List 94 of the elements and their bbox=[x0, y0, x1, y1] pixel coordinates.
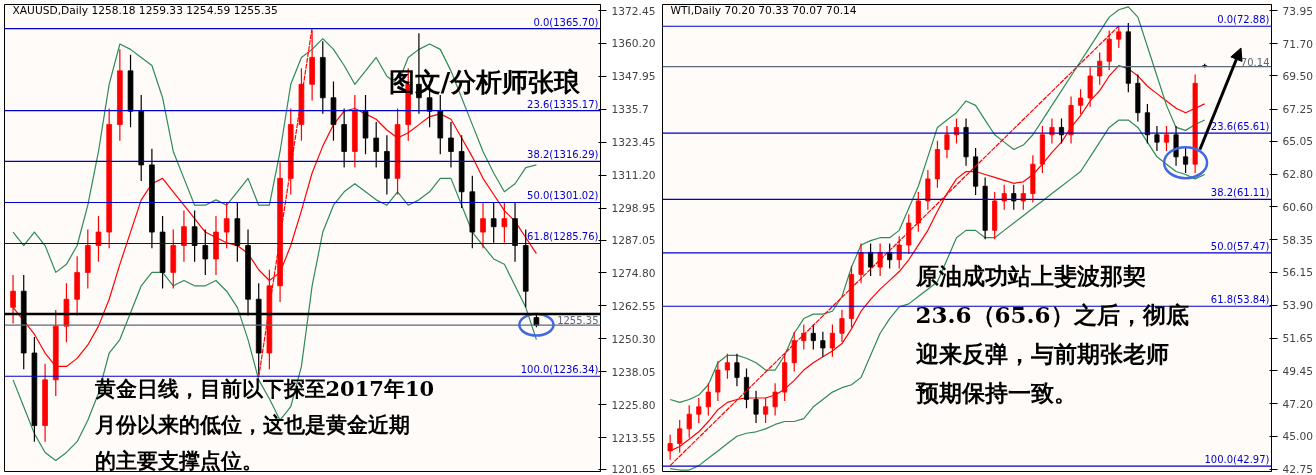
candlestick bbox=[829, 323, 835, 358]
candlestick bbox=[1106, 29, 1112, 71]
candlestick bbox=[896, 235, 902, 270]
candlestick bbox=[223, 201, 230, 249]
y-tick-label: 1360.20 bbox=[611, 37, 656, 51]
y-tick-label: 58.35 bbox=[1282, 233, 1314, 247]
y-tick-label: 1347.95 bbox=[611, 70, 656, 84]
y-tick-label: 69.50 bbox=[1282, 69, 1314, 83]
candlestick bbox=[915, 191, 921, 233]
candlestick bbox=[810, 323, 816, 351]
ref-line-label: 38.2(61.11) bbox=[1210, 187, 1270, 199]
candlestick bbox=[820, 331, 826, 358]
candlestick bbox=[705, 382, 711, 417]
ref-line-label: 61.8(53.84) bbox=[1210, 294, 1270, 306]
y-tick-label: 73.95 bbox=[1282, 4, 1314, 18]
ref-line-label: 50.0(1301.02) bbox=[527, 190, 599, 202]
candlestick bbox=[1078, 88, 1084, 115]
ref-line-label: 1255.35 bbox=[557, 315, 599, 327]
candlestick bbox=[772, 382, 778, 417]
candlestick bbox=[715, 360, 721, 402]
y-tick-label: 1201.65 bbox=[611, 463, 656, 475]
y-tick-label: 1287.05 bbox=[611, 234, 656, 248]
y-tick-label: 62.80 bbox=[1282, 168, 1314, 182]
ref-line-label: 50.0(57.47) bbox=[1210, 240, 1270, 252]
candlestick bbox=[480, 201, 486, 249]
ref-line-label: 70.14 bbox=[1240, 56, 1270, 68]
chart-title: WTI,Daily 70.20 70.33 70.07 70.14 bbox=[670, 3, 857, 17]
y-tick-label: 71.70 bbox=[1282, 37, 1314, 51]
y-tick-label: 65.05 bbox=[1282, 135, 1314, 149]
candlestick bbox=[1163, 125, 1170, 152]
candlestick bbox=[925, 169, 931, 211]
y-tick-label: 1323.45 bbox=[611, 136, 656, 150]
candlestick bbox=[1173, 125, 1179, 167]
candlestick bbox=[877, 242, 883, 277]
y-tick-label: 1225.80 bbox=[611, 398, 656, 412]
y-tick-label: 1238.05 bbox=[611, 365, 656, 379]
ref-line-label: 0.0(72.88) bbox=[1217, 14, 1270, 26]
y-tick-label: 47.20 bbox=[1282, 397, 1314, 411]
candlestick bbox=[801, 323, 807, 351]
candlestick bbox=[1011, 184, 1017, 211]
candlestick bbox=[181, 209, 187, 263]
candlestick bbox=[791, 331, 797, 373]
y-tick-label: 1274.80 bbox=[611, 266, 656, 280]
y-tick-label: 1311.20 bbox=[611, 169, 656, 183]
y-tick-label: 51.65 bbox=[1282, 332, 1314, 346]
ref-line-label: 23.6(1335.17) bbox=[527, 98, 599, 110]
candlestick bbox=[743, 367, 750, 409]
chart-title: XAUUSD,Daily 1258.18 1259.33 1254.59 1255.35 bbox=[12, 3, 278, 17]
line-series bbox=[669, 119, 1206, 471]
candlestick bbox=[1097, 51, 1103, 86]
candlestick bbox=[1001, 184, 1007, 211]
candlestick bbox=[202, 228, 209, 276]
ref-line-label: 100.0(1236.34) bbox=[520, 364, 599, 376]
candlestick bbox=[1049, 118, 1055, 145]
ref-line-label: 61.8(1285.76) bbox=[527, 231, 599, 243]
y-tick-label: 1213.55 bbox=[611, 431, 656, 445]
candlestick bbox=[944, 125, 950, 159]
y-tick-label: 56.15 bbox=[1282, 266, 1314, 280]
candlestick bbox=[1020, 184, 1026, 211]
y-tick-label: 53.90 bbox=[1282, 299, 1314, 313]
line-series bbox=[669, 6, 1206, 403]
y-tick-label: 1262.55 bbox=[611, 299, 656, 313]
ref-line-label: 100.0(42.97) bbox=[1204, 454, 1270, 466]
candlestick bbox=[1144, 103, 1150, 145]
ref-line-label: 0.0(1365.70) bbox=[533, 16, 599, 28]
y-tick-label: 49.45 bbox=[1282, 364, 1314, 378]
candlestick bbox=[490, 201, 497, 244]
candlestick bbox=[763, 397, 769, 424]
annotation: 原油成功站上斐波那契23.6（65.6）之后，彻底迎来反弹，与前期张老师预期保持一致。 bbox=[914, 261, 1189, 406]
candlestick bbox=[1183, 147, 1189, 174]
candlestick bbox=[696, 397, 702, 424]
y-tick-label: 42.75 bbox=[1282, 463, 1314, 475]
y-tick-label: 45.00 bbox=[1282, 430, 1314, 444]
candlestick bbox=[734, 353, 740, 387]
y-tick-label: 1298.95 bbox=[611, 202, 656, 216]
candlestick bbox=[373, 121, 379, 169]
y-tick-label: 1372.45 bbox=[611, 4, 656, 18]
candlestick bbox=[448, 121, 454, 169]
candlestick bbox=[839, 309, 845, 343]
y-tick-label: 1250.30 bbox=[611, 332, 656, 346]
candlestick bbox=[753, 390, 759, 424]
candlestick bbox=[501, 201, 508, 244]
candlestick bbox=[1154, 125, 1160, 152]
y-tick-label: 60.60 bbox=[1282, 200, 1314, 214]
y-tick-label: 1335.7 bbox=[611, 103, 649, 117]
ref-line-label: 23.6(65.61) bbox=[1210, 121, 1270, 133]
candlestick bbox=[906, 213, 912, 255]
ref-line-label: 38.2(1316.29) bbox=[527, 149, 599, 161]
candlestick bbox=[724, 353, 730, 380]
candlestick bbox=[858, 242, 864, 284]
candlestick bbox=[95, 215, 102, 263]
candlestick bbox=[686, 404, 692, 439]
candlestick bbox=[191, 209, 198, 263]
y-tick-label: 67.25 bbox=[1282, 103, 1314, 117]
